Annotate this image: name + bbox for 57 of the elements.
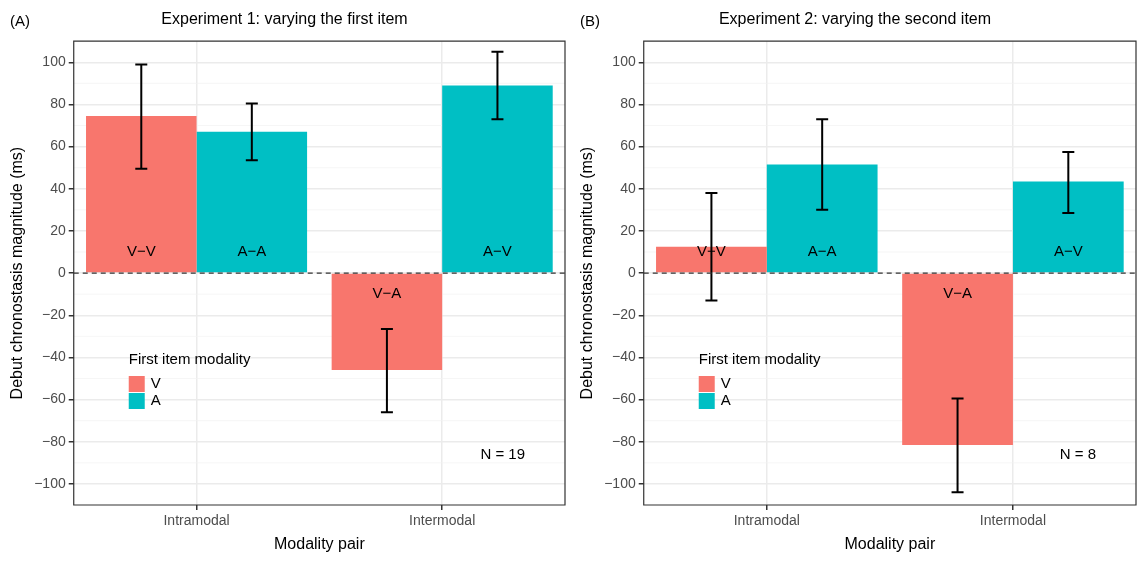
chart-title: Experiment 1: varying the first item (161, 10, 408, 28)
legend-label: V (720, 374, 731, 392)
data-label: A−V (483, 242, 512, 260)
bar (1012, 181, 1124, 273)
y-tick-label: 100 (42, 53, 66, 70)
y-tick-label: 0 (57, 263, 66, 280)
bar (656, 246, 767, 273)
y-tick-label: −80 (611, 432, 636, 449)
y-tick-label: −80 (41, 432, 66, 449)
data-label: A−V (1053, 242, 1083, 260)
text: (A) (10, 12, 30, 30)
bar (331, 273, 443, 371)
bar (196, 131, 308, 273)
legend-label: V (150, 374, 161, 392)
x-axis-title: Modality pair (844, 534, 936, 552)
y-tick-label: 20 (50, 221, 66, 238)
data-label: A−A (237, 242, 267, 260)
text: (B) (580, 12, 600, 30)
data-label: V−A (943, 284, 972, 302)
x-tick-label: Intermodal (979, 512, 1047, 529)
y-tick-label: −40 (41, 348, 66, 365)
y-tick-label: −20 (41, 306, 66, 323)
legend-label: A (150, 391, 161, 409)
legend-label: A (720, 391, 731, 409)
y-tick-label: 80 (620, 95, 636, 112)
chart-title: Experiment 2: varying the second item (718, 10, 992, 28)
bar (766, 164, 878, 273)
annotation: N = 19 (480, 445, 525, 463)
x-axis-title: Modality pair (274, 534, 366, 552)
bar (86, 116, 197, 273)
legend-title: First item modality (128, 350, 251, 368)
data-label: A−A (807, 242, 837, 260)
y-tick-label: −60 (41, 390, 66, 407)
y-tick-label: 0 (627, 263, 636, 280)
y-tick-label: 80 (50, 95, 66, 112)
y-tick-label: 40 (50, 179, 66, 196)
annotation: N = 8 (1059, 445, 1096, 463)
y-axis-title: Debut chronostasis magnitude (ms) (8, 146, 26, 400)
y-tick-label: −20 (611, 306, 636, 323)
x-tick-label: Intramodal (163, 512, 230, 529)
x-tick-label: Intramodal (733, 512, 800, 529)
data-label: V−A (372, 284, 402, 302)
y-tick-label: 100 (612, 53, 636, 70)
y-tick-label: 60 (620, 137, 636, 154)
bar (902, 273, 1013, 445)
y-tick-label: −100 (34, 474, 66, 491)
y-tick-label: −100 (604, 474, 636, 491)
y-tick-label: 40 (620, 179, 636, 196)
y-axis-title: Debut chronostasis magnitude (ms) (578, 146, 596, 400)
x-tick-label: Intermodal (409, 512, 476, 529)
bar (442, 85, 553, 273)
y-tick-label: 60 (50, 137, 66, 154)
legend-title: First item modality (698, 350, 821, 368)
y-tick-label: −60 (611, 390, 636, 407)
data-label: V−V (126, 242, 156, 260)
y-tick-label: −40 (611, 348, 636, 365)
y-tick-label: 20 (620, 221, 636, 238)
